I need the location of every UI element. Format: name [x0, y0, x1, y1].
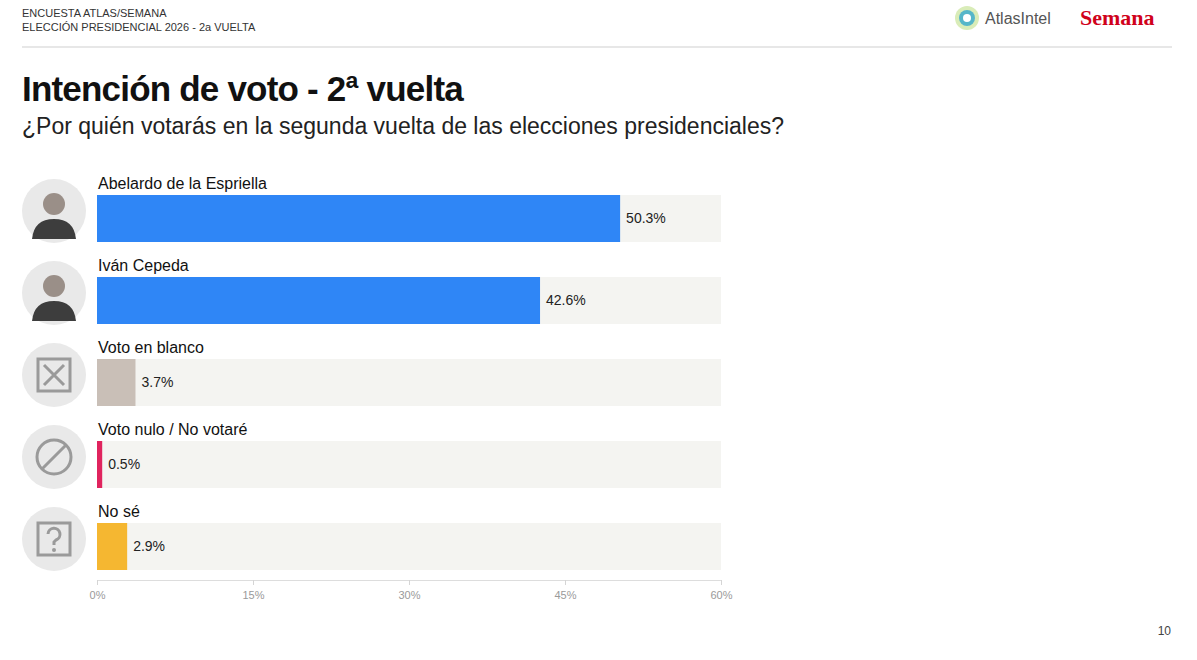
icon-box	[38, 359, 70, 391]
icon-body	[32, 301, 76, 321]
tick: 60%	[710, 580, 732, 601]
icon-box	[38, 523, 70, 555]
track	[97, 277, 721, 324]
icon-bg	[22, 179, 86, 243]
page-number: 10	[1158, 624, 1172, 638]
title: Intención de voto - 2ª vuelta	[22, 69, 464, 108]
icon	[22, 507, 86, 571]
x-axis: 0% 15% 30% 45% 60%	[90, 580, 733, 601]
icons	[22, 179, 86, 571]
tick: 45%	[554, 580, 576, 601]
value-label: 42.6%	[546, 292, 586, 308]
icon	[22, 261, 86, 325]
bar	[97, 359, 135, 406]
track	[97, 523, 721, 570]
value-labels: 50.3% 42.6% 3.7% 0.5% 2.9%	[108, 210, 666, 554]
bar	[97, 441, 102, 488]
value-label: 0.5%	[108, 456, 140, 472]
logo-ring	[963, 14, 971, 22]
icon-head	[43, 193, 65, 215]
tick-label: 45%	[554, 589, 576, 601]
icon-dot	[52, 548, 56, 552]
icon-question	[48, 528, 60, 545]
tick-mark	[721, 580, 722, 585]
icon	[22, 179, 86, 243]
tick-mark	[565, 580, 566, 585]
subtitle: ¿Por quién votarás en la segunda vuelta …	[22, 113, 784, 139]
value-label: 50.3%	[626, 210, 666, 226]
chart: ENCUESTA ATLAS/SEMANA ELECCIÓN PRESIDENCI…	[0, 0, 1197, 660]
value-label: 2.9%	[133, 538, 165, 554]
tick-label: 30%	[398, 589, 420, 601]
tick: 30%	[398, 580, 420, 601]
tick: 15%	[242, 580, 264, 601]
brand: AtlasIntel	[985, 10, 1051, 27]
bars	[97, 195, 620, 570]
track	[97, 359, 721, 406]
icon-head	[43, 275, 65, 297]
header-line: ENCUESTA ATLAS/SEMANA	[22, 7, 167, 19]
icon-x	[44, 365, 64, 385]
track	[97, 195, 721, 242]
tick-mark	[97, 580, 98, 585]
atlas-logo	[955, 6, 979, 30]
tick-label: 15%	[242, 589, 264, 601]
icon	[22, 343, 86, 407]
icon-bg	[22, 507, 86, 571]
category-label: Voto en blanco	[98, 339, 204, 356]
icon-bg	[22, 261, 86, 325]
logo-ring	[955, 6, 979, 30]
category-label: Abelardo de la Espriella	[98, 175, 267, 192]
icon-ring	[37, 440, 71, 474]
header-rule	[22, 47, 1172, 48]
bar	[97, 277, 540, 324]
tick-mark	[253, 580, 254, 585]
brand: Semana	[1080, 5, 1155, 30]
bar	[97, 195, 620, 242]
category-labels: Abelardo de la Espriella Iván Cepeda Voto …	[98, 175, 267, 520]
category-label: No sé	[98, 503, 140, 520]
axis-line	[98, 581, 722, 586]
tick-mark	[409, 580, 410, 585]
tick-label: 0%	[90, 589, 106, 601]
bar	[97, 523, 127, 570]
value-label: 3.7%	[141, 374, 173, 390]
category-label: Iván Cepeda	[98, 257, 189, 274]
icon	[22, 425, 86, 489]
category-label: Voto nulo / No votaré	[98, 421, 248, 438]
tick-label: 60%	[710, 589, 732, 601]
icon-bg	[22, 425, 86, 489]
track	[97, 441, 721, 488]
header-line: ELECCIÓN PRESIDENCIAL 2026 - 2a VUELTA	[22, 21, 256, 33]
icon-body	[32, 219, 76, 239]
icon-bg	[22, 343, 86, 407]
icon-slash	[42, 445, 66, 469]
tracks	[97, 195, 721, 570]
logo-ring	[959, 10, 975, 26]
tick: 0%	[90, 580, 106, 601]
